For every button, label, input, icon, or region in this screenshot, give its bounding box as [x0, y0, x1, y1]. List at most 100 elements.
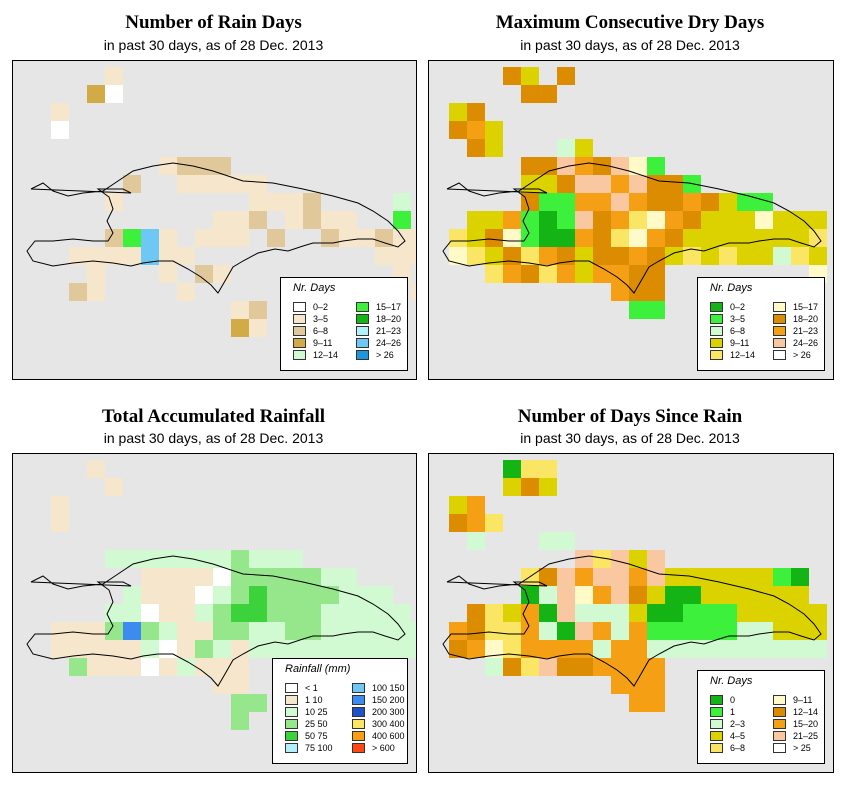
grid-cell: [791, 568, 809, 586]
grid-cell: [539, 604, 557, 622]
grid-cell: [575, 265, 593, 283]
legend-swatch: [773, 302, 786, 312]
grid-cell: [449, 640, 467, 658]
grid-cell: [629, 175, 647, 193]
grid-cell: [557, 622, 575, 640]
legend-swatch: [710, 707, 723, 717]
panel-title: Number of Rain Days: [125, 12, 302, 33]
grid-cell: [267, 640, 285, 658]
grid-cell: [393, 640, 411, 658]
grid-cell: [593, 157, 611, 175]
legend-swatch: [773, 338, 786, 348]
legend-swatch: [293, 302, 306, 312]
grid-cell: [539, 247, 557, 265]
grid-cell: [629, 550, 647, 568]
grid-cell: [467, 640, 485, 658]
grid-cell: [375, 247, 393, 265]
legend-swatch: [352, 719, 365, 729]
grid-cell: [393, 211, 411, 229]
grid-cell: [231, 568, 249, 586]
grid-cell: [51, 103, 69, 121]
grid-cell: [593, 640, 611, 658]
grid-cell: [809, 604, 827, 622]
grid-cell: [321, 640, 339, 658]
grid-cell: [285, 550, 303, 568]
grid-cell: [611, 175, 629, 193]
grid-cell: [321, 229, 339, 247]
grid-cell: [755, 640, 773, 658]
grid-cell: [503, 265, 521, 283]
legend-label: 0–2: [730, 302, 746, 312]
grid-cell: [411, 283, 416, 301]
grid-cell: [629, 568, 647, 586]
grid-cell: [575, 247, 593, 265]
legend-label: 1 10: [305, 695, 323, 705]
grid-cell: [285, 604, 303, 622]
grid-cell: [159, 586, 177, 604]
grid-cell: [411, 247, 416, 265]
grid-cell: [647, 622, 665, 640]
grid-cell: [647, 568, 665, 586]
grid-cell: [285, 193, 303, 211]
grid-cell: [557, 658, 575, 676]
grid-cell: [267, 550, 285, 568]
grid-cell: [665, 175, 683, 193]
grid-cell: [69, 622, 87, 640]
grid-cell: [539, 157, 557, 175]
grid-cell: [105, 67, 123, 85]
grid-cell: [141, 550, 159, 568]
grid-cell: [557, 247, 575, 265]
grid-cell: [521, 622, 539, 640]
grid-cell: [285, 568, 303, 586]
grid-cell: [503, 640, 521, 658]
legend-label: 2–3: [730, 719, 746, 729]
legend-swatch: [285, 731, 298, 741]
grid-cell: [593, 247, 611, 265]
grid-cell: [503, 247, 521, 265]
legend-swatch: [773, 695, 786, 705]
grid-cell: [539, 229, 557, 247]
grid-cell: [557, 193, 575, 211]
grid-cell: [485, 211, 503, 229]
grid-cell: [375, 622, 393, 640]
grid-cell: [629, 658, 647, 676]
grid-cell: [593, 568, 611, 586]
map-frame: Nr. Days 0–2 3–5 6–8 9–11 12–14 15–17 18–20 21–2…: [428, 60, 834, 380]
grid-cell: [159, 604, 177, 622]
grid-cell: [411, 640, 416, 658]
grid-cell: [449, 121, 467, 139]
grid-cell: [701, 229, 719, 247]
grid-cell: [701, 622, 719, 640]
grid-cell: [177, 658, 195, 676]
legend-label: 6–8: [313, 326, 329, 336]
grid-cell: [231, 676, 249, 694]
grid-cell: [773, 640, 791, 658]
grid-cell: [629, 229, 647, 247]
legend-swatch: [710, 695, 723, 705]
grid-cell: [177, 622, 195, 640]
legend-swatch: [710, 326, 723, 336]
legend-label: 6–8: [730, 743, 746, 753]
grid-cell: [557, 586, 575, 604]
grid-cell: [557, 265, 575, 283]
grid-cell: [357, 586, 375, 604]
grid-cell: [593, 265, 611, 283]
grid-cell: [593, 586, 611, 604]
grid-cell: [249, 301, 267, 319]
grid-cell: [521, 85, 539, 103]
grid-cell: [647, 157, 665, 175]
grid-cell: [755, 229, 773, 247]
grid-cell: [611, 568, 629, 586]
grid-cell: [485, 604, 503, 622]
grid-cell: [683, 604, 701, 622]
grid-cell: [521, 658, 539, 676]
grid-cell: [159, 157, 177, 175]
grid-cell: [339, 640, 357, 658]
grid-cell: [719, 622, 737, 640]
legend-swatch: [352, 683, 365, 693]
legend-swatch: [773, 731, 786, 741]
grid-cell: [611, 229, 629, 247]
legend-swatch: [285, 719, 298, 729]
grid-cell: [521, 229, 539, 247]
legend-label: 3–5: [730, 314, 746, 324]
